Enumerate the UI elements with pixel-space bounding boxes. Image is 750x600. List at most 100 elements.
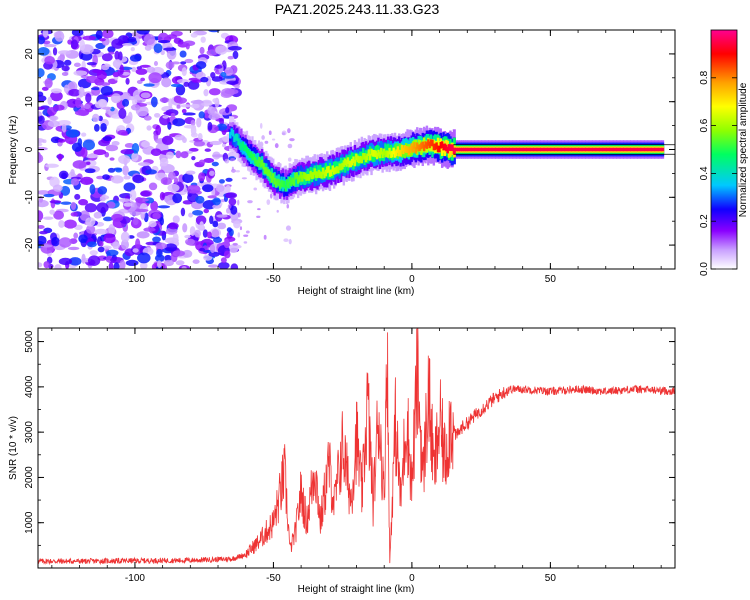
ridge-cell <box>391 150 394 158</box>
noise-blob <box>125 259 139 267</box>
ridge-cell <box>328 170 332 177</box>
noise-blob <box>117 129 128 136</box>
noise-blob <box>73 232 79 239</box>
noise-blob <box>225 185 231 193</box>
noise-blob <box>139 203 148 214</box>
ridge-cell <box>330 169 333 177</box>
spectrogram-x-axis: -100 -50 0 50 <box>51 30 662 285</box>
ridge-cell <box>654 147 659 152</box>
noise-blob <box>200 36 206 43</box>
noise-blob <box>212 237 223 243</box>
colorbar-tick-label: 0.8 <box>699 70 710 84</box>
ridge-cell <box>382 148 386 156</box>
noise-blob <box>203 158 215 163</box>
noise-blob <box>103 233 116 244</box>
ridge-cell <box>436 137 440 150</box>
noise-blob <box>192 209 204 216</box>
noise-blob <box>241 177 247 180</box>
ridge-cell <box>288 176 292 184</box>
noise-blob <box>57 138 66 143</box>
noise-blob <box>111 141 120 146</box>
noise-blob <box>67 246 80 251</box>
noise-blob <box>97 186 108 195</box>
noise-blob <box>160 50 165 56</box>
noise-blob <box>136 80 143 85</box>
colorbar-label: Normalized spectral amplitude <box>738 82 749 217</box>
noise-blob <box>227 204 232 209</box>
noise-blob <box>106 201 116 209</box>
noise-blob <box>159 157 169 167</box>
noise-blob <box>172 215 180 224</box>
ridge-cell <box>319 171 322 179</box>
noise-blob <box>212 204 222 209</box>
x-tick-label: -50 <box>266 573 281 584</box>
ridge-cell <box>392 147 395 155</box>
noise-blob <box>70 201 77 211</box>
noise-blob <box>287 157 292 162</box>
colorbar-gradient <box>710 29 738 270</box>
ridge-cell <box>295 174 298 187</box>
noise-blob <box>170 112 176 118</box>
noise-blob <box>157 260 162 269</box>
noise-blob <box>141 140 151 148</box>
noise-blob <box>176 104 181 109</box>
ridge-cell <box>341 162 344 170</box>
ridge-cell <box>342 160 346 167</box>
ridge-cell <box>454 147 458 152</box>
y-tick-label: 3000 <box>24 421 35 444</box>
noise-blob <box>225 106 230 114</box>
noise-blob <box>226 227 233 233</box>
ridge-cell <box>292 171 296 185</box>
ridge-cell <box>410 143 413 150</box>
ridge-cell <box>256 152 260 166</box>
ridge-cell <box>316 164 319 177</box>
noise-blob <box>135 196 143 203</box>
ridge-cell <box>416 142 419 150</box>
noise-blob <box>161 135 174 146</box>
ridge-cell <box>591 147 597 152</box>
ridge-cell <box>332 168 336 175</box>
ridge-cell <box>231 132 235 145</box>
noise-blob <box>164 243 178 252</box>
noise-blob <box>122 165 129 176</box>
ridge-cell <box>357 156 361 164</box>
noise-blob <box>154 254 165 262</box>
noise-blob <box>184 234 191 239</box>
ridge-cell <box>616 147 621 152</box>
ridge-cell <box>619 147 625 152</box>
ridge-cell <box>553 147 559 152</box>
noise-blob <box>102 136 113 142</box>
noise-blob <box>63 84 70 94</box>
ridge-cell <box>403 145 406 152</box>
noise-blob <box>108 262 114 269</box>
y-tick-label: 20 <box>24 48 35 60</box>
ridge-cell <box>539 147 545 152</box>
ridge-cell <box>254 157 257 164</box>
noise-blob <box>102 106 112 110</box>
spectrogram-ylabel: Frequency (Hz) <box>8 116 19 185</box>
noise-blob <box>96 70 107 80</box>
x-tick-label: 50 <box>545 274 557 285</box>
ridge-cell <box>403 146 406 159</box>
noise-blob <box>181 266 187 269</box>
ridge-cell <box>574 147 580 152</box>
noise-blob <box>271 138 276 141</box>
noise-blob <box>47 120 60 128</box>
noise-blob <box>87 241 97 248</box>
noise-blob <box>179 50 187 58</box>
ridge-cell <box>400 144 404 152</box>
ridge-cell <box>571 147 576 152</box>
heatmap-noise-blobs <box>38 30 295 269</box>
noise-blob <box>136 231 150 239</box>
noise-blob <box>208 30 221 33</box>
ridge-cell <box>269 171 272 179</box>
ridge-cell <box>350 158 354 166</box>
ridge-cell <box>414 139 418 152</box>
noise-blob <box>289 138 295 142</box>
noise-blob <box>150 148 162 156</box>
noise-blob <box>175 150 182 159</box>
ridge-cell <box>463 147 467 152</box>
ridge-cell <box>332 161 336 175</box>
noise-blob <box>237 199 240 206</box>
noise-blob <box>94 123 100 132</box>
